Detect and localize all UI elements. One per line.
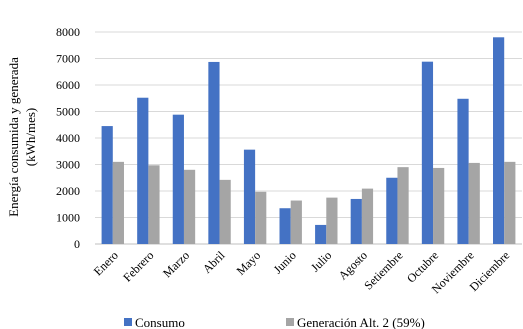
x-tick-label: Enero bbox=[91, 248, 121, 278]
y-tick-label: 6000 bbox=[56, 78, 80, 92]
legend: Consumo Generación Alt. 2 (59%) bbox=[124, 315, 425, 329]
bar-generacion bbox=[397, 167, 409, 244]
y-tick-label: 0 bbox=[74, 237, 80, 251]
bar-consumo bbox=[101, 126, 113, 244]
bar-generacion bbox=[183, 169, 196, 244]
y-tick-label: 8000 bbox=[56, 25, 80, 39]
bar-generacion bbox=[468, 162, 480, 244]
bar-generacion bbox=[504, 161, 516, 244]
x-tick-label: Abril bbox=[200, 248, 228, 276]
legend-label-consumo: Consumo bbox=[135, 315, 185, 329]
bar-generacion bbox=[255, 191, 267, 244]
y-tick-label: 3000 bbox=[56, 158, 80, 172]
bar-consumo bbox=[243, 149, 256, 244]
legend-swatch-generacion bbox=[286, 318, 294, 326]
y-tick-labels: 0 1000 2000 3000 4000 5000 6000 7000 8000 bbox=[56, 25, 80, 251]
bar-generacion bbox=[290, 200, 302, 244]
y-tick-label: 4000 bbox=[56, 131, 80, 145]
bar-generacion bbox=[361, 188, 374, 244]
bar-generacion bbox=[433, 167, 445, 244]
bar-generacion bbox=[326, 197, 338, 244]
bar-consumo bbox=[208, 61, 220, 244]
legend-swatch-consumo bbox=[124, 318, 132, 326]
y-tick-label: 5000 bbox=[56, 105, 80, 119]
bar-consumo bbox=[386, 177, 398, 244]
x-tick-labels: Enero Febrero Marzo Abril Mayo Junio Julio Agos… bbox=[91, 248, 513, 297]
x-tick-label: Febrero bbox=[120, 248, 156, 284]
x-tick-label: Agosto bbox=[336, 248, 370, 282]
legend-label-generacion: Generación Alt. 2 (59%) bbox=[297, 315, 425, 329]
bar-consumo bbox=[315, 224, 327, 244]
x-tick-label: Junio bbox=[271, 248, 299, 276]
bar-generacion bbox=[219, 179, 231, 244]
bar-consumo bbox=[350, 198, 362, 244]
bar-consumo bbox=[493, 37, 505, 244]
y-tick-label: 2000 bbox=[56, 184, 80, 198]
y-tick-label: 1000 bbox=[56, 211, 80, 225]
x-tick-label: Marzo bbox=[160, 248, 192, 280]
bar-generacion bbox=[112, 161, 124, 244]
x-tick-label: Julio bbox=[308, 248, 334, 274]
gridlines bbox=[95, 31, 522, 245]
y-axis-label-line-2: (kWh/mes) bbox=[23, 108, 38, 166]
x-tick-label: Setiembre bbox=[361, 248, 405, 292]
bar-consumo bbox=[172, 114, 184, 245]
bar-consumo bbox=[279, 208, 291, 244]
bar-consumo bbox=[457, 98, 469, 244]
bar-consumo bbox=[137, 97, 149, 244]
bars bbox=[101, 37, 516, 245]
y-axis-label-line-1: Energía consumida y generada bbox=[6, 57, 21, 217]
bar-consumo bbox=[421, 61, 434, 245]
y-tick-label: 7000 bbox=[56, 52, 80, 66]
bar-generacion bbox=[148, 165, 160, 244]
x-tick-label: Mayo bbox=[234, 248, 264, 278]
